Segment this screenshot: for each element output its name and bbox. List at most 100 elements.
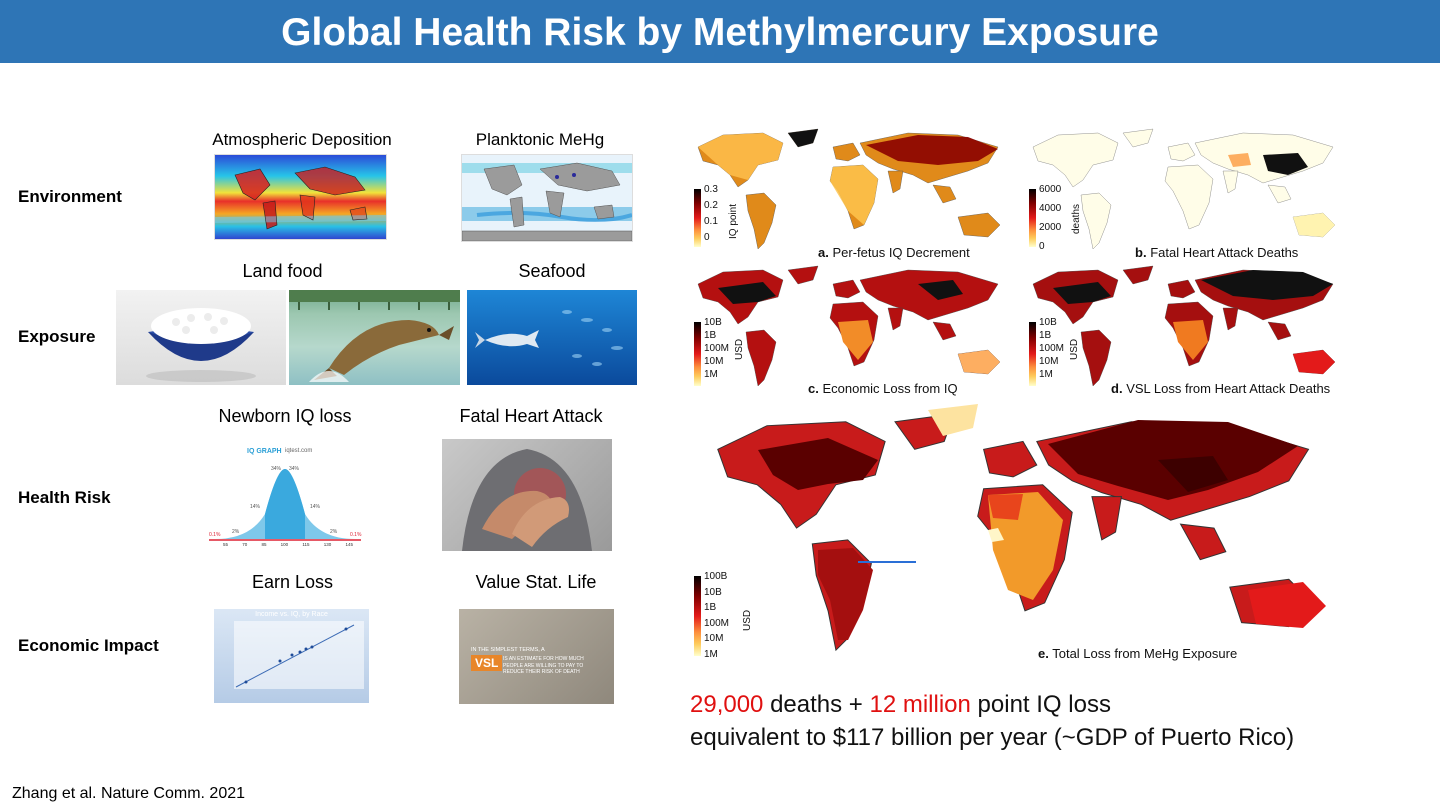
- legend-a-colorbar: [694, 189, 701, 247]
- caption-atmospheric-deposition: Atmospheric Deposition: [212, 130, 392, 149]
- iq-graph-title: IQ GRAPH: [247, 448, 282, 455]
- fish-jumping-photo: [289, 290, 460, 385]
- map-c-caption: c. Economic Loss from IQ: [808, 381, 958, 396]
- legend-tick: 10B: [704, 586, 722, 598]
- legend-b-colorbar: [1029, 189, 1036, 247]
- map-panel-e: 100B 10B 1B 100M 10M 1M USD e. Total Los…: [688, 400, 1356, 670]
- map-b-letter: b.: [1135, 245, 1147, 260]
- legend-d-ticks: 10B 1B 100M 10M 1M: [1039, 318, 1064, 380]
- iq-pct-4: 34%: [271, 466, 282, 472]
- legend-e-colorbar: [694, 576, 701, 656]
- iq-pct-2: 2%: [232, 529, 240, 535]
- iq-graph-source: iqtest.com: [285, 448, 313, 454]
- iq-score-axis: 55 70 85 100 115 130 145: [223, 542, 353, 547]
- legend-tick: 0: [1039, 241, 1045, 252]
- row-label-exposure: Exposure: [18, 327, 96, 346]
- income-vs-iq-chart: Income vs. IQ, by Race: [214, 609, 369, 703]
- legend-tick: 10M: [704, 633, 724, 644]
- legend-b-unit: deaths: [1071, 203, 1082, 234]
- rice-bowl-photo: [116, 290, 286, 385]
- iq-score-tick: 100: [280, 542, 289, 547]
- iq-score-tick: 130: [323, 542, 332, 547]
- legend-tick: 1B: [1039, 330, 1052, 341]
- legend-tick: 6000: [1039, 184, 1062, 195]
- legend-e-ticks: 100B 10B 1B 100M 10M 1M: [704, 572, 729, 660]
- maps-figure: 0.3 0.2 0.1 0 IQ point a. Per-fetus IQ D…: [688, 125, 1356, 670]
- map-a-caption-text: Per-fetus IQ Decrement: [832, 245, 970, 260]
- tuna-photo: [467, 290, 637, 385]
- caption-value-stat-life: Value Stat. Life: [475, 572, 597, 592]
- legend-tick: 10M: [704, 356, 724, 367]
- caption-seafood: Seafood: [518, 261, 586, 281]
- map-c-letter: c.: [808, 381, 819, 396]
- map-a-letter: a.: [818, 245, 829, 260]
- row-label-economic-impact: Economic Impact: [18, 636, 159, 655]
- legend-c-colorbar: [694, 322, 701, 386]
- legend-tick: 2000: [1039, 222, 1062, 233]
- map-panel-b: 6000 4000 2000 0 deaths b. Fatal Heart A…: [1023, 125, 1356, 261]
- legend-d-colorbar: [1029, 322, 1036, 386]
- legend-c-unit: USD: [734, 338, 745, 360]
- legend-tick: 100M: [1039, 343, 1065, 354]
- map-d-caption: d. VSL Loss from Heart Attack Deaths: [1111, 381, 1330, 396]
- summary-line-2: equivalent to $117 billion per year (~GD…: [690, 724, 1295, 751]
- caption-land-food: Land food: [242, 261, 323, 281]
- iq-score-tick: 85: [261, 542, 267, 547]
- legend-tick: 0.3: [704, 184, 718, 195]
- row-label-health-risk: Health Risk: [18, 488, 111, 507]
- deaths-suffix: deaths +: [763, 691, 870, 718]
- caption-fatal-heart-attack: Fatal Heart Attack: [459, 406, 603, 426]
- iq-score-tick: 55: [223, 542, 229, 547]
- map-b-caption-text: Fatal Heart Attack Deaths: [1150, 245, 1299, 260]
- iq-score-tick: 70: [242, 542, 248, 547]
- map-d-caption-text: VSL Loss from Heart Attack Deaths: [1126, 381, 1331, 396]
- iq-loss-suffix: point IQ loss: [970, 691, 1111, 718]
- iq-pct-6: 14%: [310, 504, 321, 510]
- legend-tick: 1B: [704, 602, 717, 613]
- map-panel-c: 10B 1B 100M 10M 1M USD c. Economic Loss …: [688, 262, 1021, 398]
- row-label-environment: Environment: [18, 187, 122, 206]
- legend-tick: 0.2: [704, 200, 718, 211]
- legend-tick: 100M: [704, 343, 730, 354]
- map-e-letter: e.: [1038, 646, 1049, 661]
- iq-loss-value: 12 million: [869, 691, 971, 718]
- legend-tick: 0.1: [704, 216, 718, 227]
- legend-tick: 10M: [1039, 356, 1059, 367]
- legend-tick: 100B: [704, 571, 728, 582]
- iq-pct-3: 14%: [250, 504, 261, 510]
- heart-attack-photo: [442, 439, 612, 551]
- vsl-money-image: IN THE SIMPLEST TERMS, A VSL IS AN ESTIM…: [459, 609, 614, 704]
- legend-b-ticks: 6000 4000 2000 0: [1039, 185, 1061, 252]
- iq-score-tick: 115: [302, 542, 310, 547]
- vsl-text-2: IS AN ESTIMATE FOR HOW MUCH PEOPLE ARE W…: [503, 656, 584, 675]
- vsl-text-1: IN THE SIMPLEST TERMS, A: [471, 647, 545, 653]
- iq-score-tick: 145: [345, 542, 353, 547]
- map-e-caption-text: Total Loss from MeHg Exposure: [1052, 646, 1238, 661]
- iq-pct-8: 0.1%: [350, 532, 362, 538]
- deaths-value: 29,000: [690, 691, 764, 718]
- legend-d-unit: USD: [1069, 338, 1080, 360]
- legend-a-ticks: 0.3 0.2 0.1 0: [704, 185, 718, 243]
- legend-tick: 1M: [704, 648, 718, 660]
- map-a-caption: a. Per-fetus IQ Decrement: [818, 245, 970, 260]
- map-c-caption-text: Economic Loss from IQ: [822, 381, 958, 396]
- caption-planktonic-mehg: Planktonic MeHg: [475, 130, 605, 149]
- legend-tick: 1M: [704, 369, 718, 380]
- iq-pct-7: 2%: [330, 529, 338, 535]
- legend-tick: 1M: [1039, 369, 1053, 380]
- caption-earn-loss: Earn Loss: [251, 572, 334, 592]
- legend-tick: 0: [704, 232, 710, 243]
- title-banner: Global Health Risk by Methylmercury Expo…: [0, 0, 1440, 63]
- caption-newborn-iq-loss: Newborn IQ loss: [218, 406, 352, 426]
- legend-tick: 4000: [1039, 203, 1062, 214]
- income-chart-title: Income vs. IQ, by Race: [255, 611, 328, 618]
- iq-pct-5: 34%: [289, 466, 300, 472]
- map-d-letter: d.: [1111, 381, 1123, 396]
- summary-statement: 29,000 deaths + 12 million point IQ loss…: [690, 688, 1294, 754]
- legend-a-unit: IQ point: [728, 203, 739, 239]
- map-e-caption: e. Total Loss from MeHg Exposure: [1038, 646, 1237, 661]
- map-panel-d: 10B 1B 100M 10M 1M USD d. VSL Loss from …: [1023, 262, 1356, 398]
- map-b-caption: b. Fatal Heart Attack Deaths: [1135, 245, 1298, 260]
- legend-tick: 100M: [704, 617, 730, 629]
- atmospheric-deposition-map: [214, 154, 387, 240]
